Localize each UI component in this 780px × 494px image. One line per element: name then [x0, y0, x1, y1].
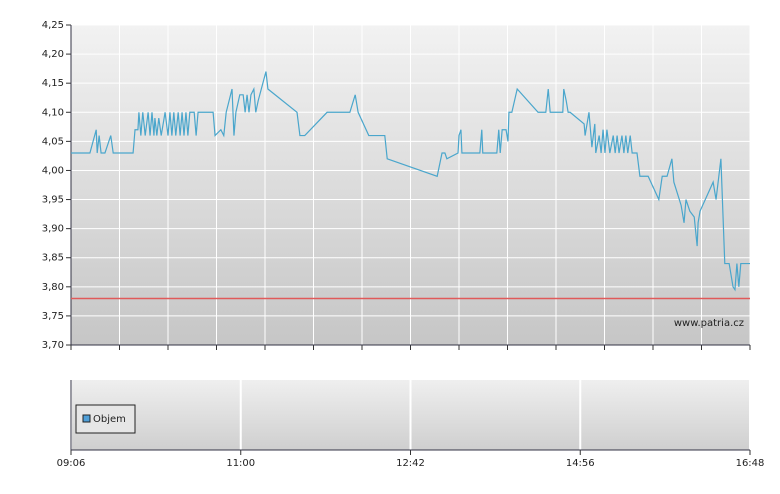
y-tick-label: 4,25 — [42, 20, 64, 31]
x-tick-label: 14:56 — [566, 458, 595, 469]
y-tick-label: 4,00 — [42, 165, 64, 176]
x-tick-label: 09:06 — [57, 458, 86, 469]
legend-label: Objem — [93, 414, 126, 425]
x-tick-label: 11:00 — [226, 458, 255, 469]
y-tick-label: 3,90 — [42, 224, 64, 235]
y-tick-label: 3,95 — [42, 195, 64, 206]
y-tick-label: 4,10 — [42, 107, 64, 118]
x-tick-label: 12:42 — [396, 458, 425, 469]
y-tick-label: 3,85 — [42, 253, 64, 264]
watermark: www.patria.cz — [674, 318, 744, 329]
legend-swatch — [82, 414, 91, 423]
x-tick-label: 16:48 — [736, 458, 765, 469]
y-tick-label: 3,70 — [42, 340, 64, 351]
y-tick-label: 3,75 — [42, 311, 64, 322]
y-tick-label: 4,15 — [42, 78, 64, 89]
y-tick-label: 4,20 — [42, 49, 64, 60]
price-line — [71, 71, 750, 292]
y-tick-label: 4,05 — [42, 136, 64, 147]
y-tick-label: 3,80 — [42, 282, 64, 293]
